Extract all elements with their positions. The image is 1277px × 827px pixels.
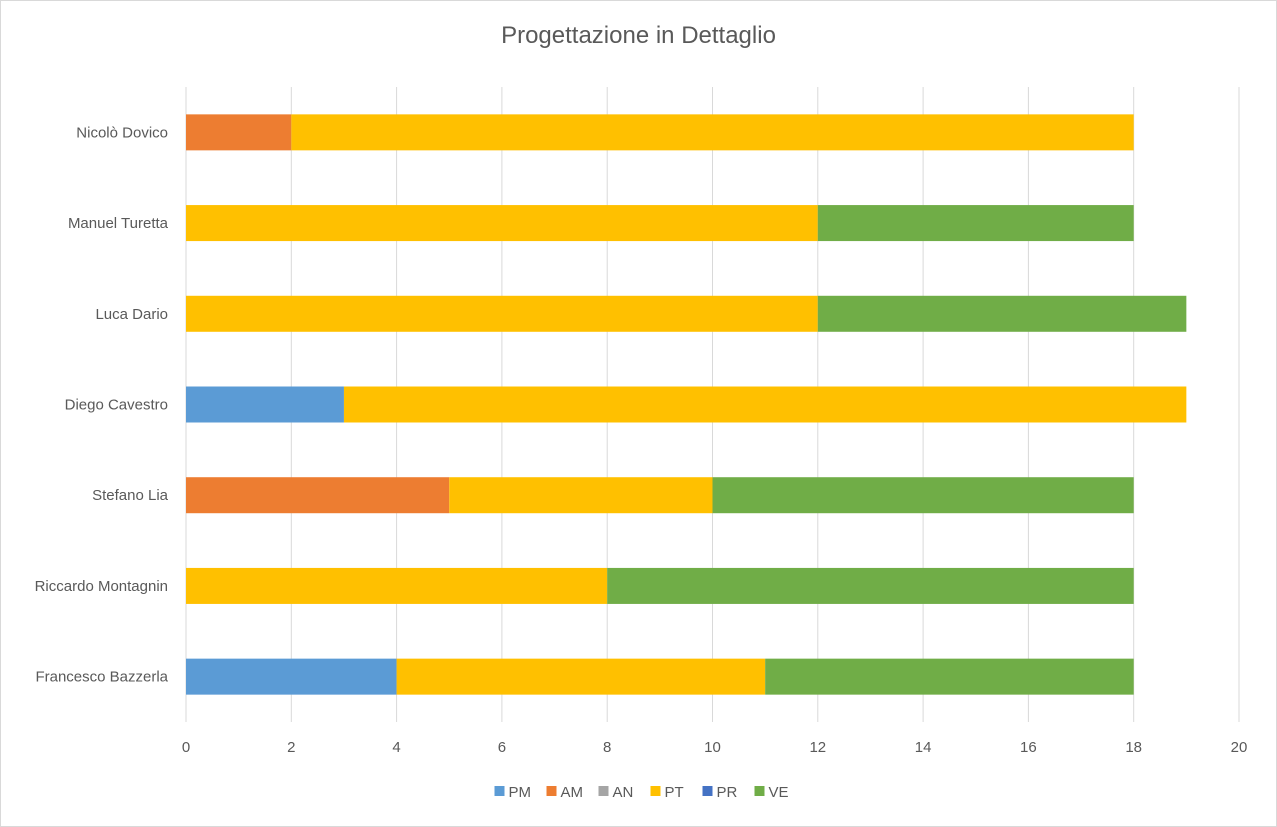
bar-segment-pm: [186, 386, 344, 423]
legend-swatch-an: [598, 786, 609, 796]
bar-segment-pt: [186, 295, 818, 332]
bar-segment-pt: [343, 386, 1187, 423]
legend: PM AM AN PT PR VE: [494, 784, 789, 801]
bar-segment-pt: [396, 658, 766, 695]
bar-segment-am: [186, 114, 292, 151]
bar-segment-ve: [607, 567, 1134, 604]
bar-segment-ve: [765, 658, 1134, 695]
bar-segment-pt: [186, 567, 608, 604]
x-tick-label: 14: [915, 739, 932, 756]
y-tick-label: Riccardo Montagnin: [35, 578, 168, 595]
bar-segment-ve: [817, 295, 1187, 332]
bars: [186, 114, 1187, 695]
legend-swatch-ve: [754, 786, 765, 796]
x-tick-label: 16: [1020, 739, 1037, 756]
bar-segment-ve: [817, 205, 1134, 242]
legend-label-ve: VE: [769, 784, 789, 801]
x-tick-label: 20: [1231, 739, 1248, 756]
bar-segment-pm: [186, 658, 397, 695]
bar-segment-pt: [449, 477, 713, 514]
legend-label-pr: PR: [717, 784, 738, 801]
x-tick-label: 18: [1125, 739, 1142, 756]
bar-segment-ve: [712, 477, 1134, 514]
x-tick-label: 8: [603, 739, 611, 756]
x-tick-label: 12: [809, 739, 826, 756]
y-tick-label: Luca Dario: [95, 306, 168, 323]
chart-title: Progettazione in Dettaglio: [501, 22, 776, 49]
legend-swatch-pm: [494, 786, 505, 796]
legend-swatch-pr: [702, 786, 713, 796]
x-tick-label: 2: [287, 739, 295, 756]
x-tick-label: 0: [182, 739, 190, 756]
legend-label-pt: PT: [665, 784, 684, 801]
x-tick-label: 4: [392, 739, 400, 756]
y-tick-label: Manuel Turetta: [68, 215, 169, 232]
y-tick-label: Diego Cavestro: [65, 397, 168, 414]
x-tick-label: 6: [498, 739, 506, 756]
legend-swatch-pt: [650, 786, 661, 796]
y-tick-label: Stefano Lia: [92, 487, 169, 504]
bar-segment-pt: [291, 114, 1134, 151]
legend-label-an: AN: [613, 784, 634, 801]
y-tick-label: Francesco Bazzerla: [35, 669, 168, 686]
legend-swatch-am: [546, 786, 557, 796]
legend-label-am: AM: [561, 784, 584, 801]
axes: 0 2 4 6 8 10 12 14 16 18 20 Francesco Bazzerla Ricca…: [35, 124, 1248, 756]
y-tick-label: Nicolò Dovico: [76, 124, 168, 141]
legend-label-pm: PM: [509, 784, 532, 801]
bar-segment-pt: [186, 205, 818, 242]
bar-segment-am: [186, 477, 450, 514]
x-tick-label: 10: [704, 739, 721, 756]
